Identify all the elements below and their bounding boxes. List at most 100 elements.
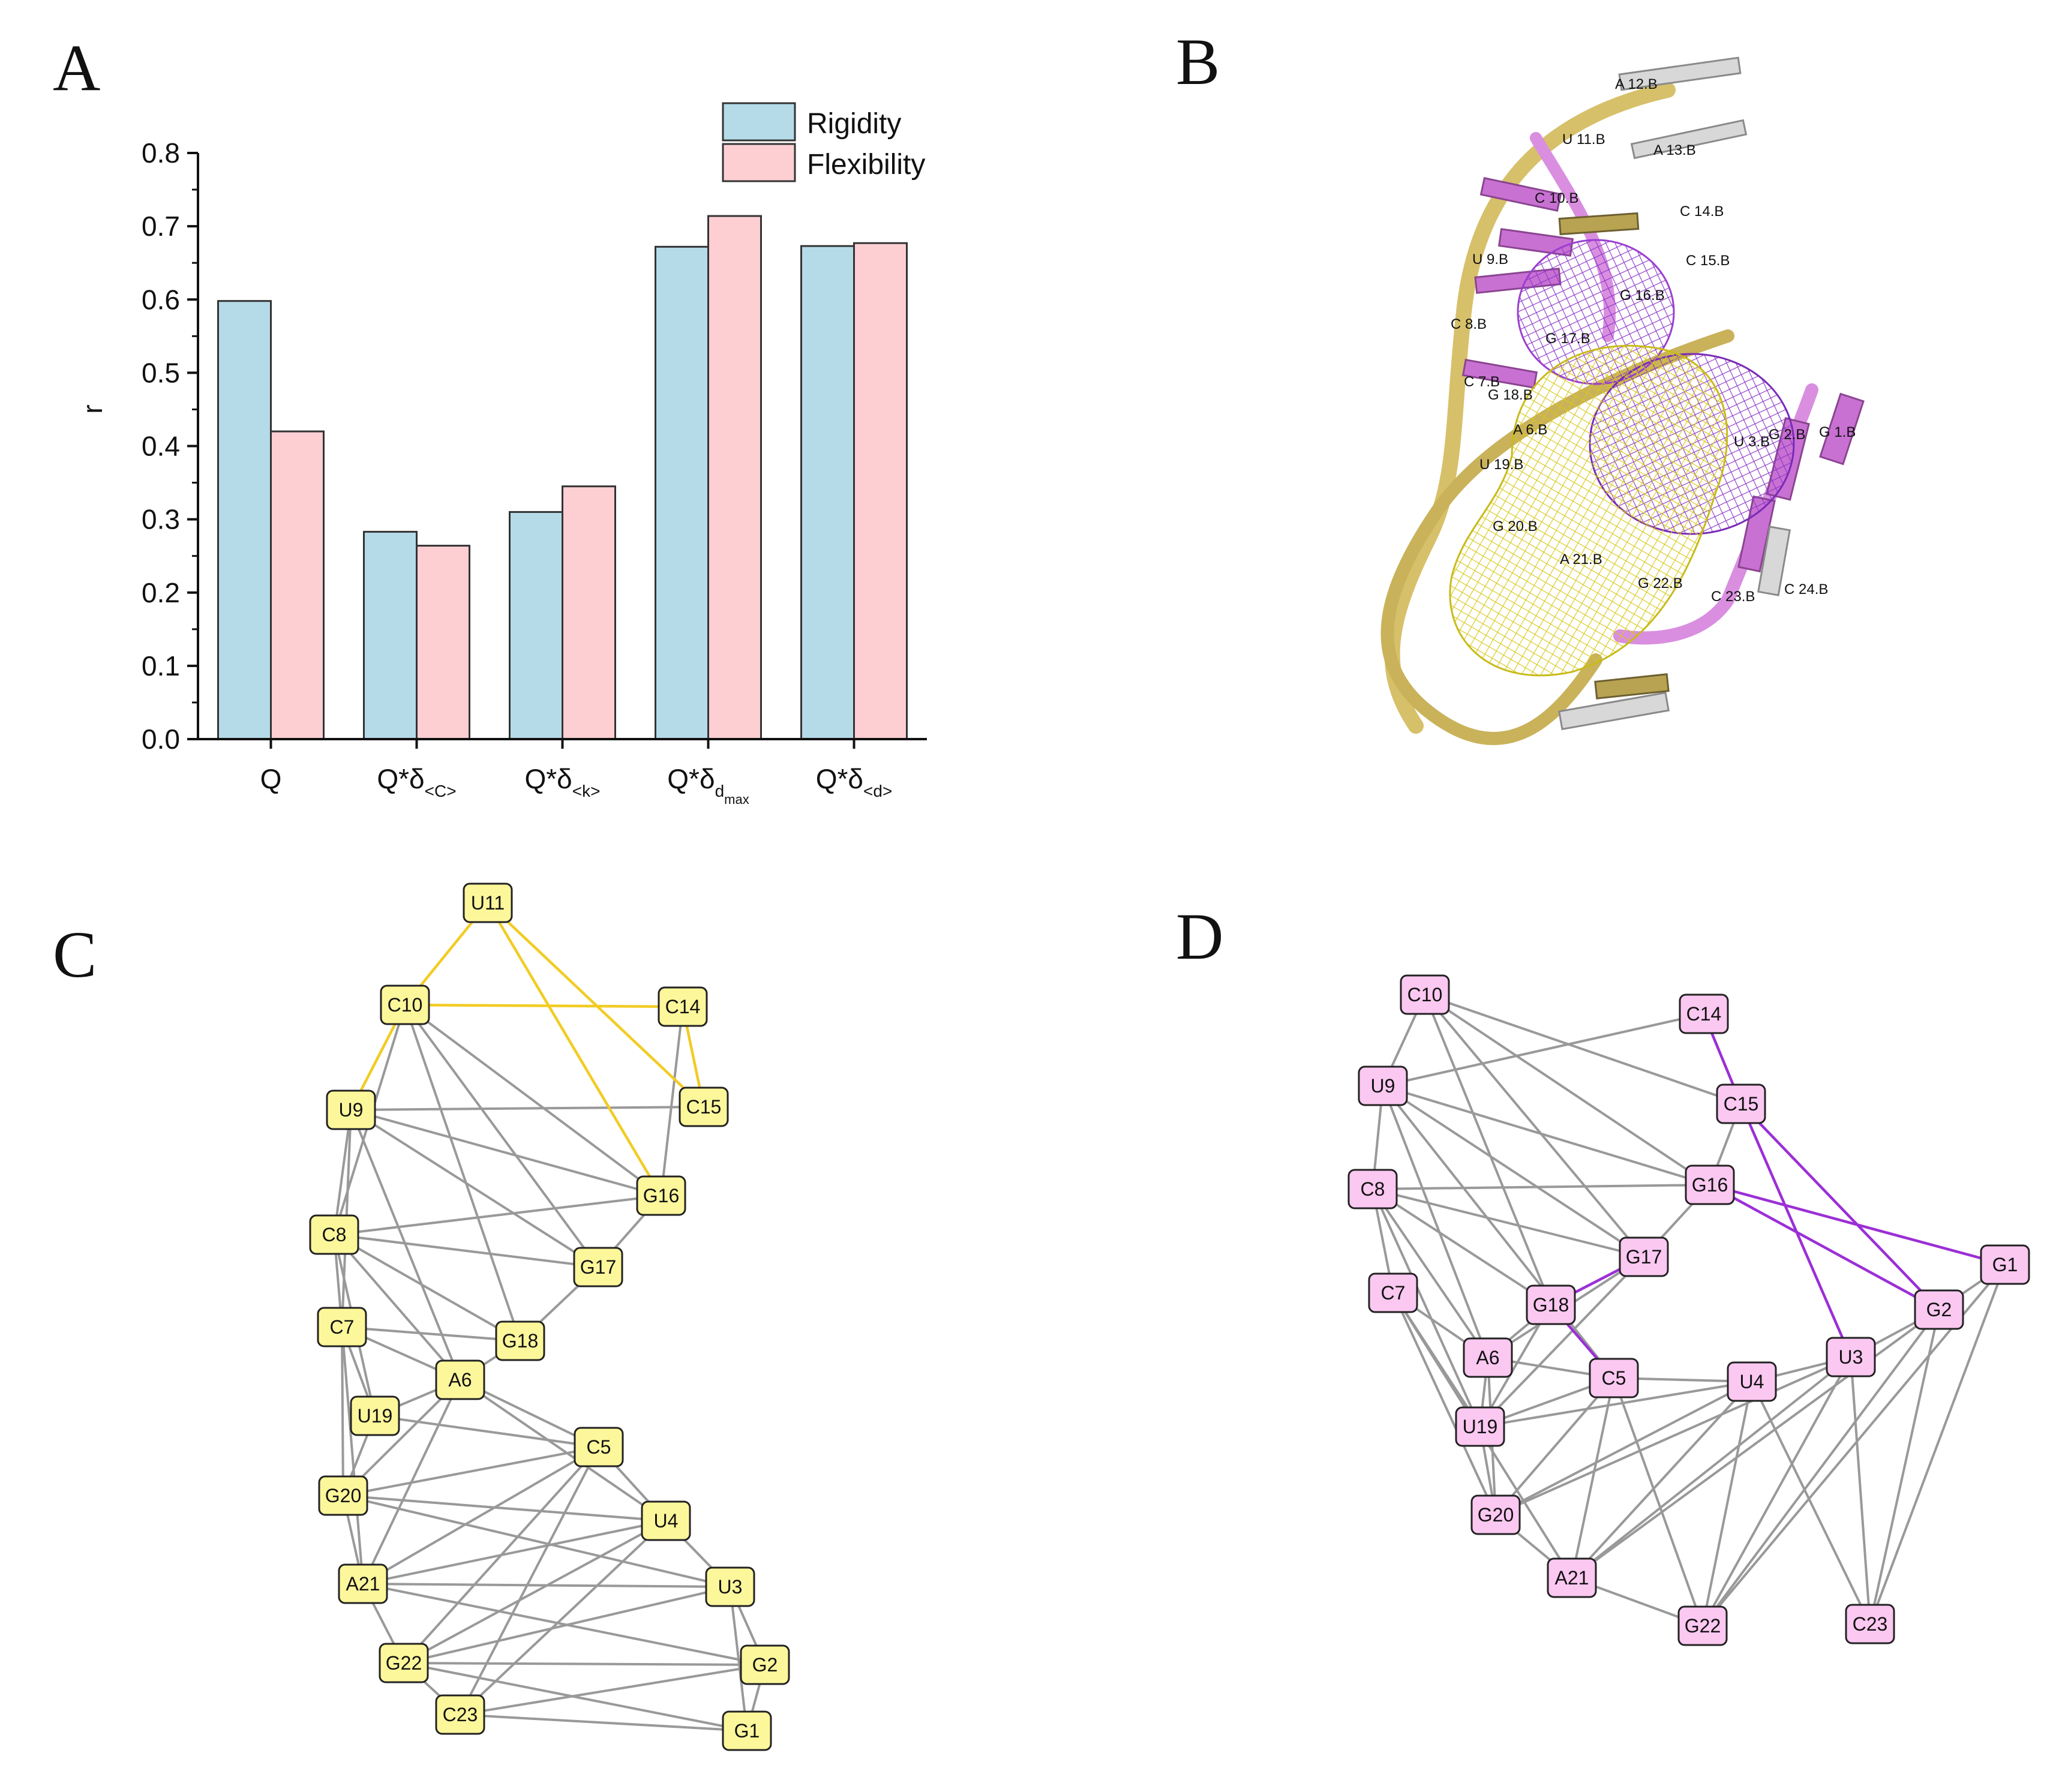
net-c-node-g2 (740, 1644, 790, 1685)
net-c-node-g17 (573, 1247, 623, 1287)
bar-rigidity-0 (217, 300, 272, 740)
net-c-edge (459, 1379, 667, 1522)
net-d-edge (1372, 1184, 1710, 1190)
net-d-edge (1392, 1292, 1497, 1515)
net-c-node-u19 (350, 1395, 400, 1436)
net-d-edge (1424, 994, 1552, 1305)
net-d-edge (1751, 1381, 1871, 1625)
net-d-node-u19 (1455, 1406, 1505, 1447)
y-tick-label: 0.1 (142, 650, 180, 682)
net-d-edge (1382, 1085, 1489, 1358)
net-d-edge (1571, 1380, 1753, 1579)
y-axis-ticks: 0.0 0.1 0.2 0.3 0.4 0.5 0.6 0.7 0.8 (142, 137, 198, 755)
net-d-edge (1424, 993, 1711, 1186)
net-c-node-label: G17 (580, 1256, 616, 1278)
net-c-node-g1 (722, 1710, 772, 1751)
residue-label: A 6.B (1513, 422, 1547, 438)
net-c-edge (343, 1446, 599, 1497)
net-c-node-label: A21 (346, 1573, 380, 1595)
net-d-node-a6 (1463, 1337, 1513, 1378)
net-c-node-g18 (495, 1320, 545, 1361)
net-d-node-label: A21 (1555, 1567, 1589, 1589)
net-d-node-label: G2 (1926, 1299, 1952, 1320)
net-c-edge (374, 1415, 599, 1448)
net-d-node-label: C10 (1407, 984, 1443, 1005)
net-d-node-label: C23 (1853, 1613, 1888, 1635)
net-c-edge (404, 1004, 599, 1268)
net-c-edge (459, 1520, 667, 1716)
residue-label: C 7.B (1464, 374, 1500, 390)
residue-label: U 11.B (1562, 131, 1605, 148)
chart-bars (217, 215, 908, 740)
net-d-edge (1479, 1256, 1645, 1428)
net-d-node-c8 (1347, 1169, 1398, 1209)
net-d-node-c23 (1845, 1604, 1895, 1644)
net-d-node-g1 (1980, 1244, 2030, 1285)
chart-legend: Rigidity Flexibility (722, 102, 925, 182)
net-c-edge (350, 1106, 704, 1111)
net-c-node-label: C15 (686, 1096, 722, 1118)
net-c-edge (460, 1664, 766, 1716)
residue-label: C 10.B (1535, 190, 1578, 206)
legend-swatch-rigidity (722, 102, 796, 142)
net-d-edge (1701, 1356, 1852, 1626)
net-d-node-g22 (1677, 1605, 1728, 1646)
net-c-edge (343, 1494, 667, 1522)
residue-label: G 22.B (1638, 575, 1683, 592)
net-d-node-c10 (1400, 974, 1450, 1015)
net-c-edge (334, 1194, 662, 1236)
net-c-highlight-edge (487, 902, 662, 1197)
net-d-edge (1424, 993, 1645, 1258)
residue-label: G 2.B (1769, 427, 1805, 443)
network-c-highlight-edges (349, 902, 706, 1197)
net-c-edge (404, 1004, 521, 1341)
net-c-node-label: C7 (330, 1316, 355, 1338)
net-c-edge (362, 1520, 667, 1585)
net-d-node-a21 (1547, 1557, 1597, 1598)
net-d-node-label: C8 (1361, 1178, 1385, 1200)
y-tick-label: 0.8 (142, 137, 180, 169)
net-d-node-u9 (1358, 1065, 1408, 1106)
network-c-nodes: U11 C10 C14 U9 C15 G16 C8 G17 C7 G18 A6 U19 C5 G20 U4 A… (309, 883, 790, 1751)
net-c-node-label: C10 (388, 994, 423, 1016)
net-d-edge (1613, 1377, 1704, 1626)
net-d-node-g20 (1470, 1494, 1521, 1535)
pocket-mesh-yellow (1449, 344, 1728, 677)
net-c-node-u11 (463, 883, 513, 923)
net-c-node-g16 (636, 1175, 686, 1216)
residue-label: U 3.B (1734, 434, 1770, 450)
bar-rigidity-4 (800, 245, 855, 740)
net-d-highlight-edge (1709, 1183, 2006, 1266)
net-c-node-label: G1 (734, 1720, 760, 1742)
net-c-node-label: G18 (502, 1330, 538, 1352)
residue-labels: A 12.B U 11.B A 13.B C 10.B C 14.B U 9.B C 15.… (1451, 76, 1856, 605)
nucleotide-bases-gold (1558, 212, 1670, 700)
net-d-node-label: G17 (1626, 1246, 1662, 1268)
net-d-highlight-edge (1740, 1103, 1940, 1311)
panel-letter-d: D (1176, 900, 1223, 973)
net-d-edge (1571, 1308, 1940, 1579)
panel-letter-b: B (1176, 25, 1220, 98)
net-c-edge (350, 1109, 599, 1268)
panel-letter-a: A (53, 31, 100, 104)
net-d-edge (1371, 1188, 1552, 1306)
legend-label-flexibility: Flexibility (807, 149, 925, 181)
net-c-edge (334, 1233, 521, 1342)
net-c-node-a21 (338, 1563, 388, 1604)
net-c-edge (403, 1586, 731, 1664)
net-d-edge (1494, 1377, 1615, 1516)
residue-label: A 13.B (1653, 142, 1696, 158)
net-d-node-label: A6 (1476, 1347, 1499, 1368)
net-d-highlight-edge (1709, 1184, 1940, 1311)
net-c-edge (362, 1583, 766, 1666)
net-c-edge (459, 1446, 600, 1715)
net-c-node-label: C23 (443, 1704, 478, 1725)
net-d-edge (1371, 1188, 1489, 1359)
legend-label-rigidity: Rigidity (807, 108, 901, 140)
network-d-edges (1371, 993, 2006, 1627)
net-d-node-c15 (1716, 1083, 1766, 1124)
bar-flexibility-0 (270, 430, 325, 740)
net-c-node-label: U4 (654, 1510, 679, 1532)
